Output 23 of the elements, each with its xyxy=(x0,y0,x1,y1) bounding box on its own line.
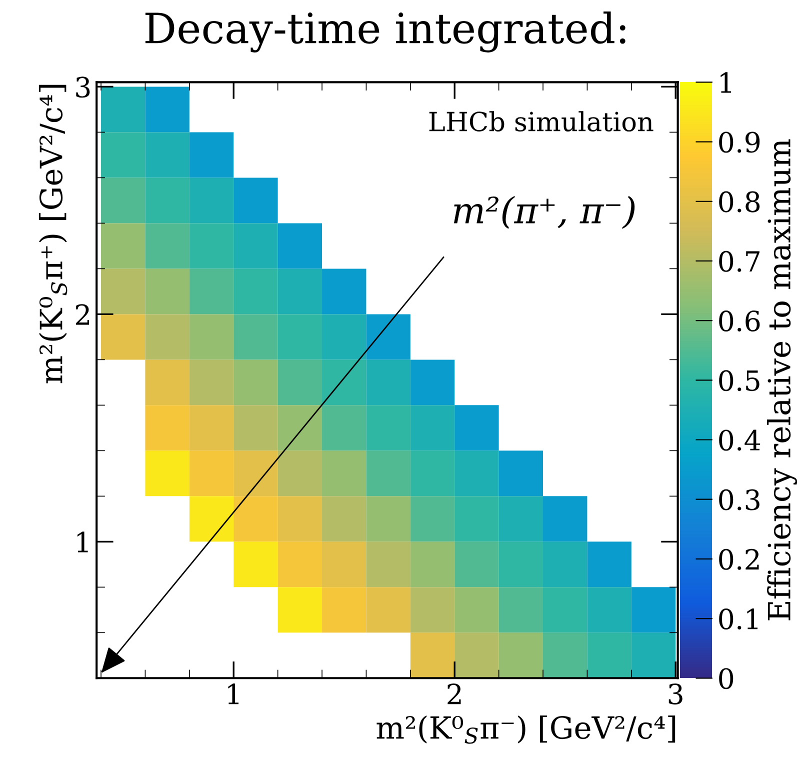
color-bar-label: 0.7 xyxy=(719,250,760,272)
color-bar-label: 1 xyxy=(720,72,732,93)
color-bar-label: 0.1 xyxy=(719,608,758,630)
y-tick-label: 1 xyxy=(77,532,88,552)
x-tick-label: 1 xyxy=(228,683,239,704)
color-bar-label: 0.2 xyxy=(719,548,759,570)
color-bar-label: 0.4 xyxy=(719,430,760,451)
annotation: m²(π⁺, π⁻) xyxy=(454,196,635,229)
color-bar-label: 0.6 xyxy=(719,310,760,332)
color-bar-label: 0.9 xyxy=(719,132,760,153)
y-axis-title: m²(K⁰$_{S}$π⁺) [GeV²/c⁴] xyxy=(38,84,68,384)
chart-title: Decay-time integrated: xyxy=(145,12,626,52)
y-tick-label: 2 xyxy=(76,304,90,325)
color-bar-label: 0.3 xyxy=(719,489,760,510)
color-bar-label: 0.8 xyxy=(719,191,760,212)
color-bar-label: 0 xyxy=(719,668,734,690)
x-tick-label: 3 xyxy=(668,683,682,705)
color-bar-title: Efficiency relative to maximum xyxy=(767,139,798,620)
annotation: LHCb simulation xyxy=(429,111,654,132)
y-tick-label: 3 xyxy=(76,76,90,98)
x-tick-label: 2 xyxy=(448,683,461,704)
x-axis-title: m²(K⁰$_{S}$π⁻) [GeV²/c⁴] xyxy=(376,715,676,744)
color-bar-label: 0.5 xyxy=(719,370,760,392)
